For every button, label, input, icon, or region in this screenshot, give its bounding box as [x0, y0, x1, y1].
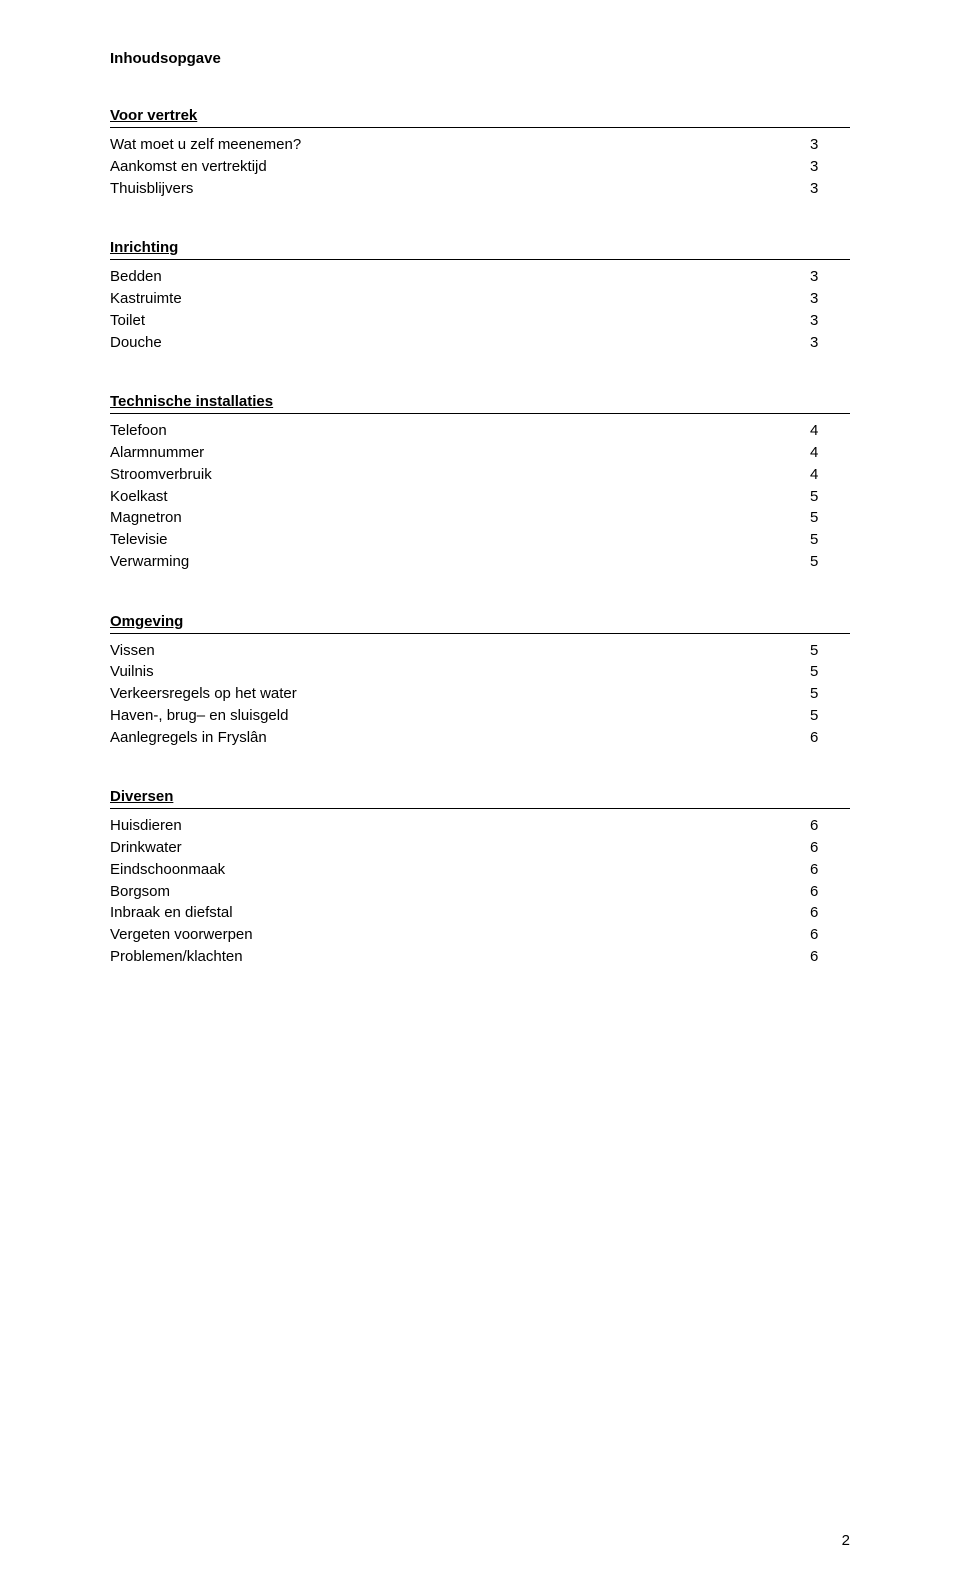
toc-page: 5 — [810, 551, 850, 573]
toc-row: Vuilnis 5 — [110, 661, 850, 683]
toc-page: 4 — [810, 464, 850, 486]
toc-label: Stroomverbruik — [110, 464, 810, 486]
toc-page: 3 — [810, 178, 850, 200]
document-page: Inhoudsopgave Voor vertrek Wat moet u ze… — [0, 0, 960, 1589]
toc-page: 5 — [810, 683, 850, 705]
section-header-technische: Technische installaties — [110, 393, 850, 414]
toc-label: Problemen/klachten — [110, 946, 810, 968]
toc-label: Alarmnummer — [110, 442, 810, 464]
toc-row: Kastruimte 3 — [110, 288, 850, 310]
document-title: Inhoudsopgave — [110, 50, 850, 67]
toc-row: Vergeten voorwerpen 6 — [110, 924, 850, 946]
toc-page: 6 — [810, 859, 850, 881]
toc-page: 6 — [810, 881, 850, 903]
toc-page: 5 — [810, 486, 850, 508]
toc-label: Huisdieren — [110, 815, 810, 837]
toc-label: Haven-, brug– en sluisgeld — [110, 705, 810, 727]
toc-row: Verwarming 5 — [110, 551, 850, 573]
toc-page: 3 — [810, 332, 850, 354]
toc-row: Douche 3 — [110, 332, 850, 354]
toc-row: Telefoon 4 — [110, 420, 850, 442]
toc-row: Alarmnummer 4 — [110, 442, 850, 464]
toc-row: Drinkwater 6 — [110, 837, 850, 859]
toc-row: Borgsom 6 — [110, 881, 850, 903]
toc-label: Bedden — [110, 266, 810, 288]
toc-row: Aankomst en vertrektijd 3 — [110, 156, 850, 178]
section-header-label: Omgeving — [110, 613, 183, 630]
toc-row: Magnetron 5 — [110, 507, 850, 529]
toc-page: 5 — [810, 529, 850, 551]
page-number: 2 — [842, 1532, 850, 1549]
toc-label: Wat moet u zelf meenemen? — [110, 134, 810, 156]
toc-page: 6 — [810, 815, 850, 837]
toc-label: Televisie — [110, 529, 810, 551]
toc-page: 4 — [810, 420, 850, 442]
toc-row: Bedden 3 — [110, 266, 850, 288]
toc-page: 3 — [810, 156, 850, 178]
toc-row: Televisie 5 — [110, 529, 850, 551]
toc-label: Borgsom — [110, 881, 810, 903]
section-header-omgeving: Omgeving — [110, 613, 850, 634]
toc-label: Thuisblijvers — [110, 178, 810, 200]
toc-row: Koelkast 5 — [110, 486, 850, 508]
toc-label: Kastruimte — [110, 288, 810, 310]
toc-page: 4 — [810, 442, 850, 464]
toc-label: Verkeersregels op het water — [110, 683, 810, 705]
section-header-label: Inrichting — [110, 239, 178, 256]
toc-page: 5 — [810, 661, 850, 683]
toc-row: Thuisblijvers 3 — [110, 178, 850, 200]
toc-label: Douche — [110, 332, 810, 354]
toc-row: Wat moet u zelf meenemen? 3 — [110, 134, 850, 156]
toc-page: 6 — [810, 946, 850, 968]
toc-page: 3 — [810, 288, 850, 310]
toc-label: Verwarming — [110, 551, 810, 573]
toc-label: Magnetron — [110, 507, 810, 529]
toc-label: Toilet — [110, 310, 810, 332]
toc-label: Telefoon — [110, 420, 810, 442]
section-header-voor-vertrek: Voor vertrek — [110, 107, 850, 128]
toc-page: 5 — [810, 640, 850, 662]
section-header-label: Diversen — [110, 788, 173, 805]
toc-page: 3 — [810, 266, 850, 288]
toc-page: 6 — [810, 837, 850, 859]
toc-label: Vergeten voorwerpen — [110, 924, 810, 946]
toc-row: Haven-, brug– en sluisgeld 5 — [110, 705, 850, 727]
section-header-label: Voor vertrek — [110, 107, 197, 124]
toc-label: Inbraak en diefstal — [110, 902, 810, 924]
toc-row: Stroomverbruik 4 — [110, 464, 850, 486]
toc-row: Vissen 5 — [110, 640, 850, 662]
section-header-label: Technische installaties — [110, 393, 273, 410]
toc-label: Koelkast — [110, 486, 810, 508]
toc-row: Inbraak en diefstal 6 — [110, 902, 850, 924]
toc-label: Eindschoonmaak — [110, 859, 810, 881]
toc-label: Aankomst en vertrektijd — [110, 156, 810, 178]
toc-page: 5 — [810, 507, 850, 529]
section-header-inrichting: Inrichting — [110, 239, 850, 260]
toc-page: 6 — [810, 924, 850, 946]
toc-row: Eindschoonmaak 6 — [110, 859, 850, 881]
toc-label: Vuilnis — [110, 661, 810, 683]
toc-page: 5 — [810, 705, 850, 727]
toc-page: 3 — [810, 134, 850, 156]
toc-row: Toilet 3 — [110, 310, 850, 332]
toc-page: 3 — [810, 310, 850, 332]
toc-page: 6 — [810, 727, 850, 749]
toc-row: Aanlegregels in Fryslân 6 — [110, 727, 850, 749]
section-header-diversen: Diversen — [110, 788, 850, 809]
toc-row: Verkeersregels op het water 5 — [110, 683, 850, 705]
toc-page: 6 — [810, 902, 850, 924]
toc-label: Drinkwater — [110, 837, 810, 859]
toc-label: Aanlegregels in Fryslân — [110, 727, 810, 749]
toc-label: Vissen — [110, 640, 810, 662]
toc-row: Huisdieren 6 — [110, 815, 850, 837]
toc-row: Problemen/klachten 6 — [110, 946, 850, 968]
